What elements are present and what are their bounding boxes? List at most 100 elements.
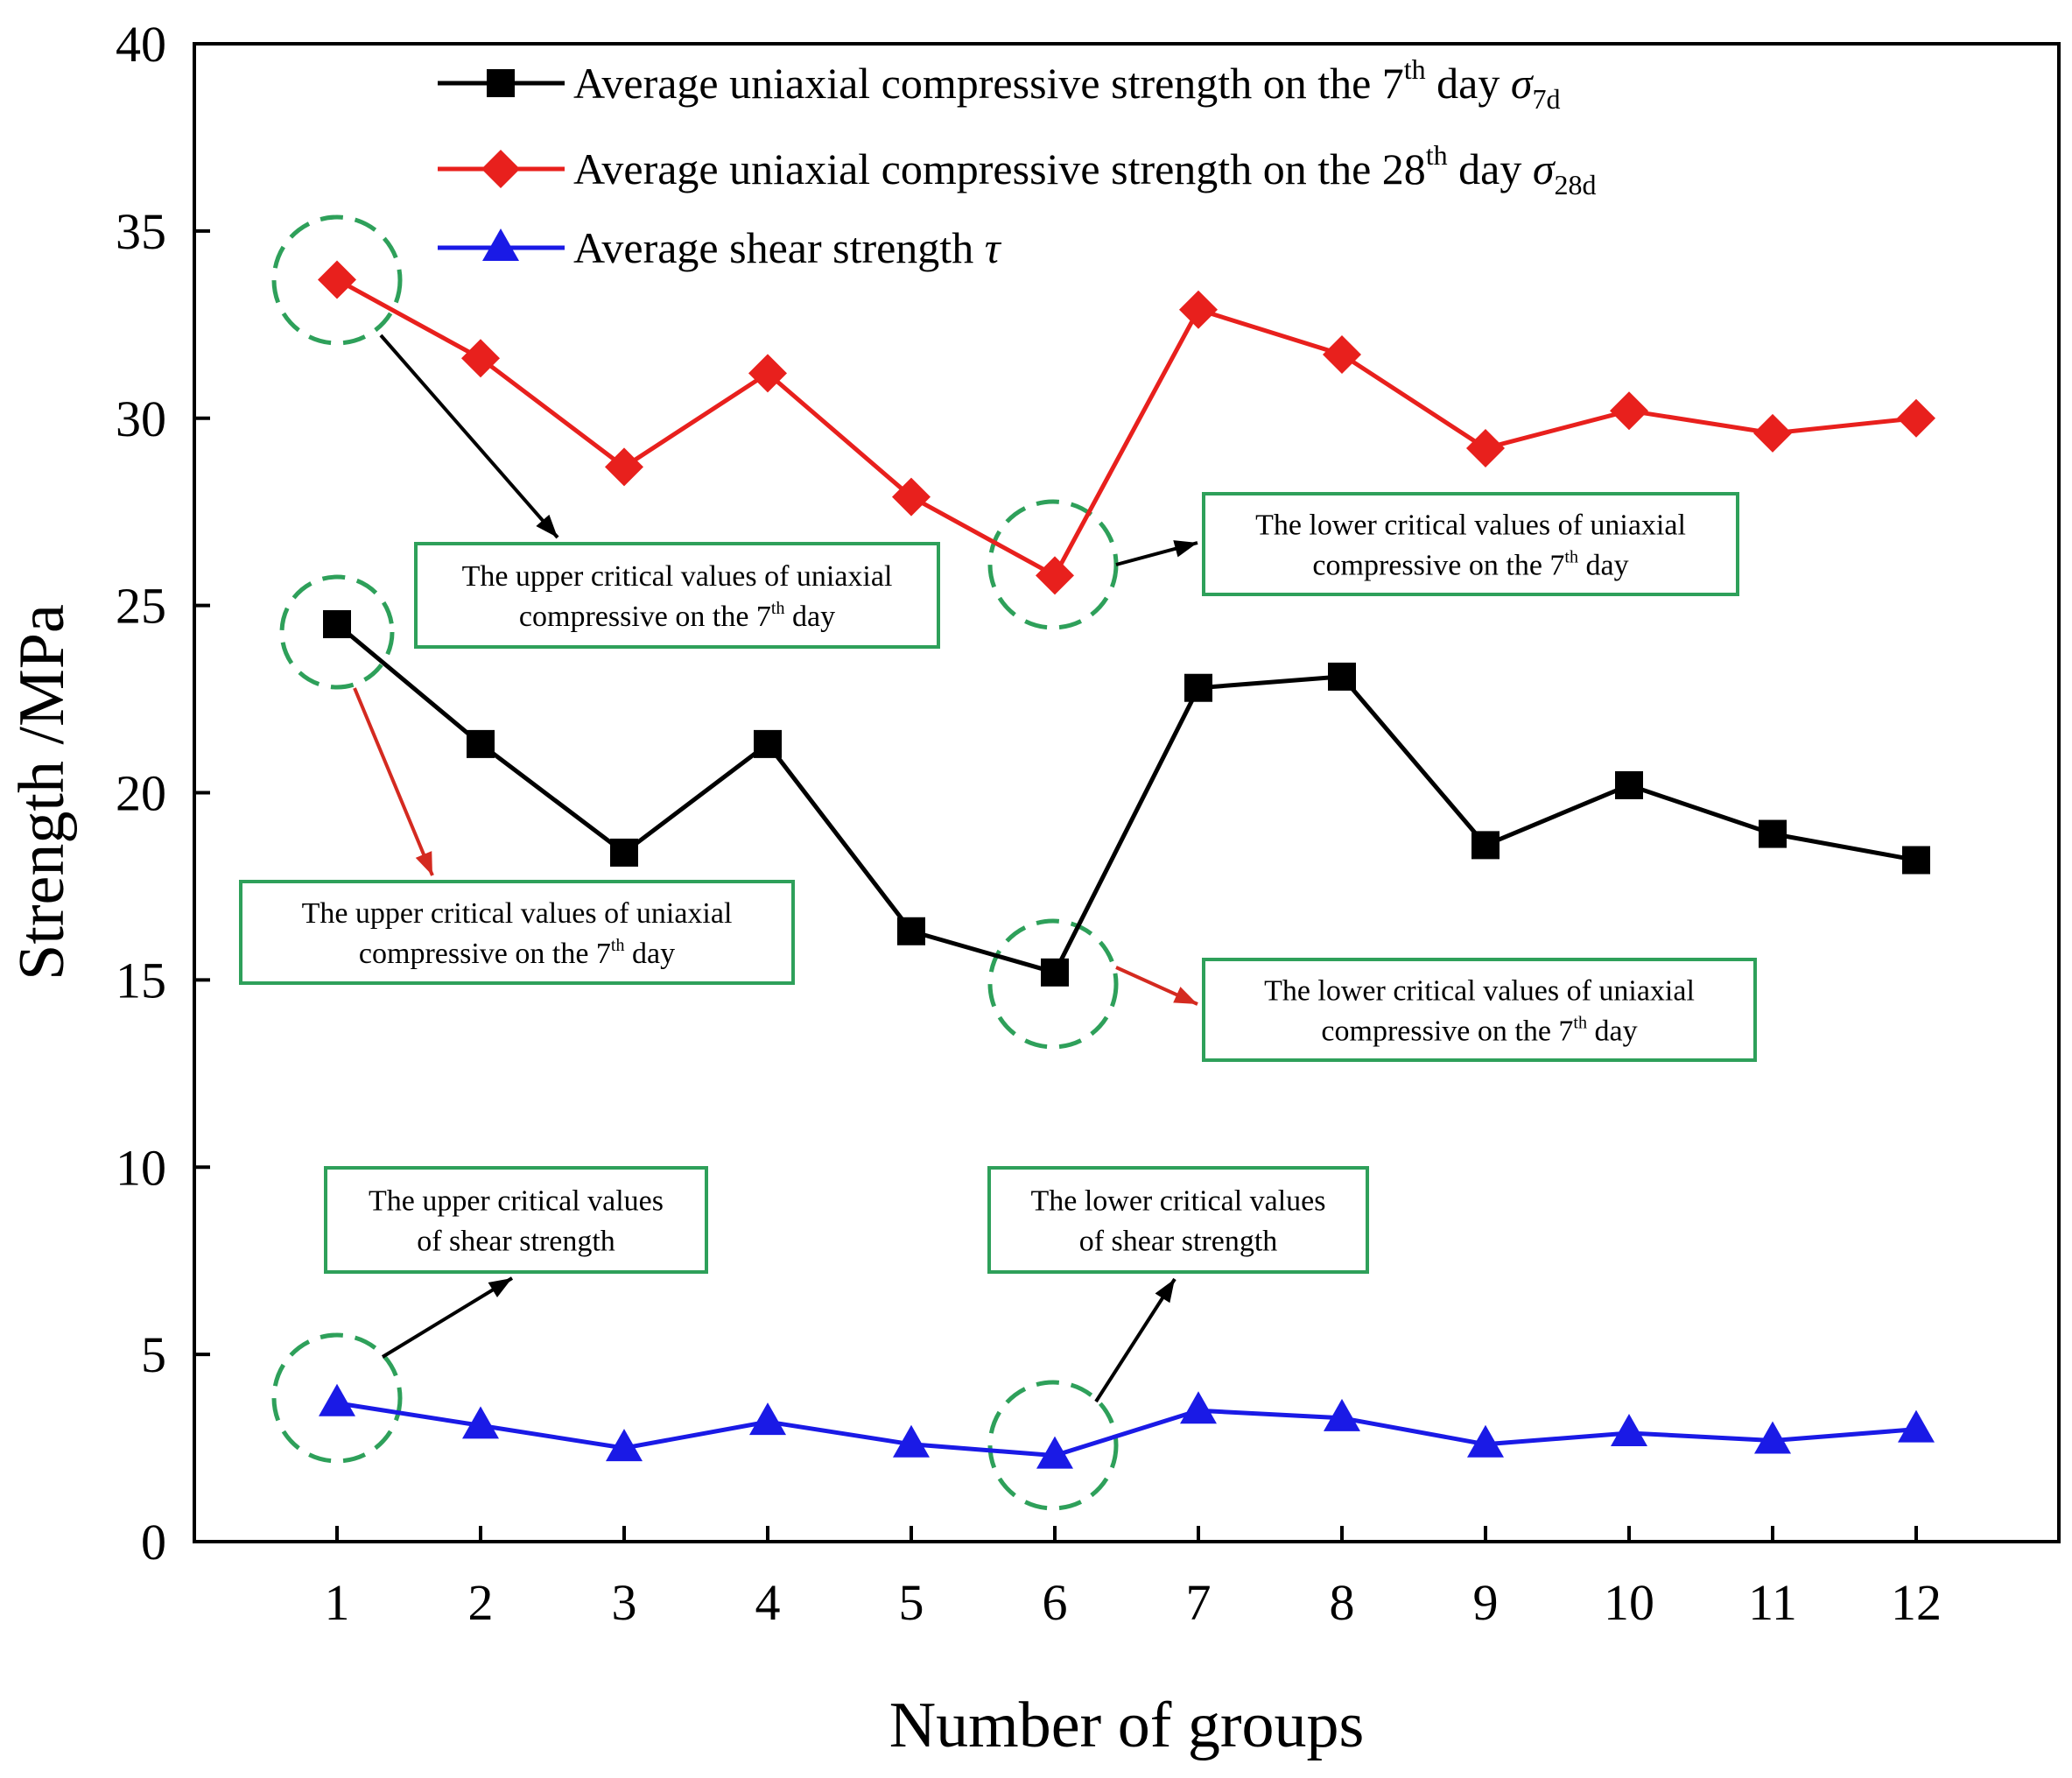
- data-point-s28d: [1323, 335, 1361, 375]
- series-line-s28d: [335, 278, 1917, 578]
- annotation-lower-7d: The lower critical values of uniaxial com…: [987, 918, 1757, 1062]
- y-tick-label: 40: [116, 16, 166, 73]
- annotation-text: compressive on the 7th day: [519, 599, 835, 633]
- y-tick-label: 5: [141, 1326, 166, 1383]
- annotation-box: [414, 542, 940, 649]
- annotation-text: The lower critical values of uniaxial: [1264, 975, 1695, 1008]
- series-layer: [318, 260, 1935, 1469]
- annotation-arrowhead: [536, 514, 558, 538]
- legend-marker-s28d: [481, 150, 520, 188]
- annotation-text-part: compressive on the 7: [1321, 1015, 1573, 1048]
- data-point-tau: [1180, 1391, 1217, 1424]
- series-s28d: [318, 260, 1935, 595]
- annotation-arrow: [381, 1276, 514, 1359]
- series-line-s7d: [335, 622, 1917, 975]
- data-point-tau: [893, 1424, 930, 1458]
- highlight-circle: [271, 214, 403, 346]
- data-point-s7d: [1471, 831, 1500, 860]
- annotation-upper-7d: The upper critical values of uniaxial com…: [239, 574, 795, 985]
- legend-label-text: Average uniaxial compressive strength on…: [573, 144, 1426, 193]
- data-point-s7d: [1328, 662, 1356, 691]
- x-tick-label: 6: [1043, 1574, 1068, 1631]
- annotation-arrowhead: [1173, 987, 1198, 1004]
- annotation-text-part: The lower critical values of uniaxial: [1264, 975, 1695, 1008]
- legend-label-subscript: 7d: [1533, 83, 1561, 115]
- data-point-s7d: [897, 917, 925, 945]
- legend-label-text: Average shear strength: [573, 223, 985, 272]
- annotation-text: The upper critical values: [369, 1185, 664, 1218]
- annotation-layer: The upper critical values of uniaxial com…: [239, 214, 1757, 1511]
- annotation-box: [1202, 958, 1757, 1062]
- data-point-s28d: [1897, 398, 1935, 438]
- annotation-text: The upper critical values of uniaxial: [462, 560, 893, 593]
- legend-item-s28d: Average uniaxial compressive strength on…: [438, 139, 1597, 200]
- x-tick-label: 5: [899, 1574, 924, 1631]
- x-tick-label: 8: [1330, 1574, 1355, 1631]
- annotation-upper-28d: The upper critical values of uniaxial com…: [271, 214, 940, 649]
- legend-label-text: day: [1448, 144, 1533, 193]
- data-point-s28d: [1753, 413, 1792, 453]
- annotation-text-part: day: [784, 601, 835, 633]
- annotation-box: [324, 1166, 708, 1274]
- data-point-tau: [462, 1406, 499, 1439]
- data-point-s28d: [1610, 391, 1648, 431]
- annotation-upper-tau: The upper critical values of shear streng…: [271, 1166, 708, 1464]
- x-tick-label: 10: [1604, 1574, 1654, 1631]
- annotation-text-part: The lower critical values: [1030, 1185, 1325, 1218]
- data-point-s28d: [1179, 290, 1218, 329]
- data-point-s28d: [748, 354, 787, 393]
- annotation-text-superscript: th: [1564, 548, 1578, 567]
- data-point-s7d: [467, 729, 495, 758]
- legend: Average uniaxial compressive strength on…: [438, 53, 1597, 272]
- annotation-box: [1202, 492, 1739, 596]
- series-tau: [319, 1383, 1935, 1469]
- highlight-circle: [271, 1332, 403, 1464]
- legend-label-symbol: σ: [1533, 144, 1556, 193]
- data-point-s28d: [461, 339, 500, 378]
- data-point-s7d: [754, 729, 782, 758]
- legend-label-text: day: [1426, 59, 1511, 108]
- legend-label-superscript: th: [1426, 139, 1448, 171]
- annotation-text: of shear strength: [1079, 1226, 1278, 1258]
- annotation-text-part: compressive on the 7: [359, 938, 611, 970]
- y-tick-label: 0: [141, 1514, 166, 1571]
- x-tick-label: 9: [1473, 1574, 1499, 1631]
- annotation-arrowhead: [1155, 1279, 1175, 1304]
- data-point-s28d: [892, 477, 931, 517]
- annotation-lower-28d: The lower critical values of uniaxial com…: [987, 492, 1739, 630]
- data-point-s28d: [605, 447, 643, 487]
- annotation-arrowhead: [488, 1278, 512, 1298]
- legend-item-s7d: Average uniaxial compressive strength on…: [438, 53, 1561, 115]
- x-tick-label: 12: [1891, 1574, 1942, 1631]
- data-point-tau: [1898, 1409, 1935, 1443]
- annotation-text-superscript: th: [1573, 1014, 1587, 1033]
- annotation-text: compressive on the 7th day: [1321, 1014, 1637, 1048]
- data-point-tau: [1467, 1424, 1504, 1458]
- annotation-text: compressive on the 7th day: [359, 936, 675, 970]
- legend-label-superscript: th: [1404, 53, 1426, 85]
- annotation-text-part: compressive on the 7: [519, 601, 771, 633]
- annotation-text-part: of shear strength: [1079, 1226, 1278, 1258]
- data-point-tau: [1036, 1436, 1073, 1469]
- data-point-tau: [1324, 1398, 1360, 1431]
- x-tick-label: 3: [612, 1574, 637, 1631]
- legend-label-symbol: σ: [1511, 59, 1535, 108]
- y-tick-label: 10: [116, 1139, 166, 1196]
- legend-label-symbol: τ: [985, 223, 1002, 272]
- annotation-arrow: [379, 334, 559, 539]
- annotation-text-part: The upper critical values of uniaxial: [302, 897, 733, 930]
- annotation-text-part: The upper critical values: [369, 1185, 664, 1218]
- data-point-tau: [749, 1402, 786, 1436]
- annotation-text-part: day: [1578, 550, 1629, 582]
- x-tick-label: 7: [1186, 1574, 1212, 1631]
- y-tick-label: 35: [116, 203, 166, 260]
- annotation-arrow: [1094, 1277, 1176, 1403]
- annotation-text-part: of shear strength: [417, 1226, 615, 1258]
- y-tick-label: 30: [116, 390, 166, 447]
- legend-label-s7d: Average uniaxial compressive strength on…: [573, 53, 1561, 115]
- annotation-box: [987, 1166, 1369, 1274]
- y-tick-label: 20: [116, 765, 166, 822]
- data-point-s28d: [1466, 428, 1505, 467]
- annotation-text-part: day: [1587, 1015, 1638, 1048]
